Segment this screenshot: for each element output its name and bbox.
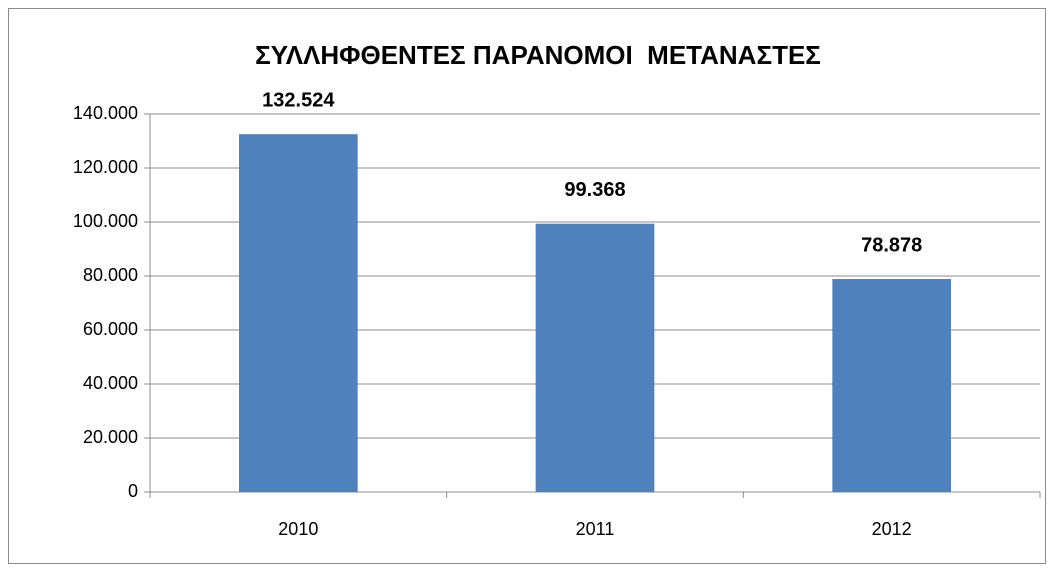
chart-title: ΣΥΛΛΗΦΘΕΝΤΕΣ ΠΑΡΑΝΟΜΟΙ ΜΕΤΑΝΑΣΤΕΣ (255, 40, 821, 70)
bar (535, 223, 655, 492)
y-tick-label: 0 (128, 481, 138, 501)
y-tick-label: 20.000 (83, 427, 138, 447)
data-label: 78.878 (861, 234, 922, 256)
data-label: 132.524 (262, 89, 335, 111)
bar (239, 134, 358, 493)
y-tick-label: 140.000 (73, 103, 138, 123)
x-tick-label: 2012 (872, 519, 912, 539)
y-tick-label: 80.000 (83, 265, 138, 285)
bar (832, 279, 951, 492)
y-tick-label: 100.000 (73, 211, 138, 231)
data-label: 99.368 (564, 179, 625, 201)
y-tick-label: 60.000 (83, 319, 138, 339)
x-tick-label: 2011 (576, 519, 615, 539)
x-tick-label: 2010 (278, 519, 318, 539)
y-tick-label: 120.000 (73, 157, 138, 177)
y-tick-label: 40.000 (83, 373, 138, 393)
